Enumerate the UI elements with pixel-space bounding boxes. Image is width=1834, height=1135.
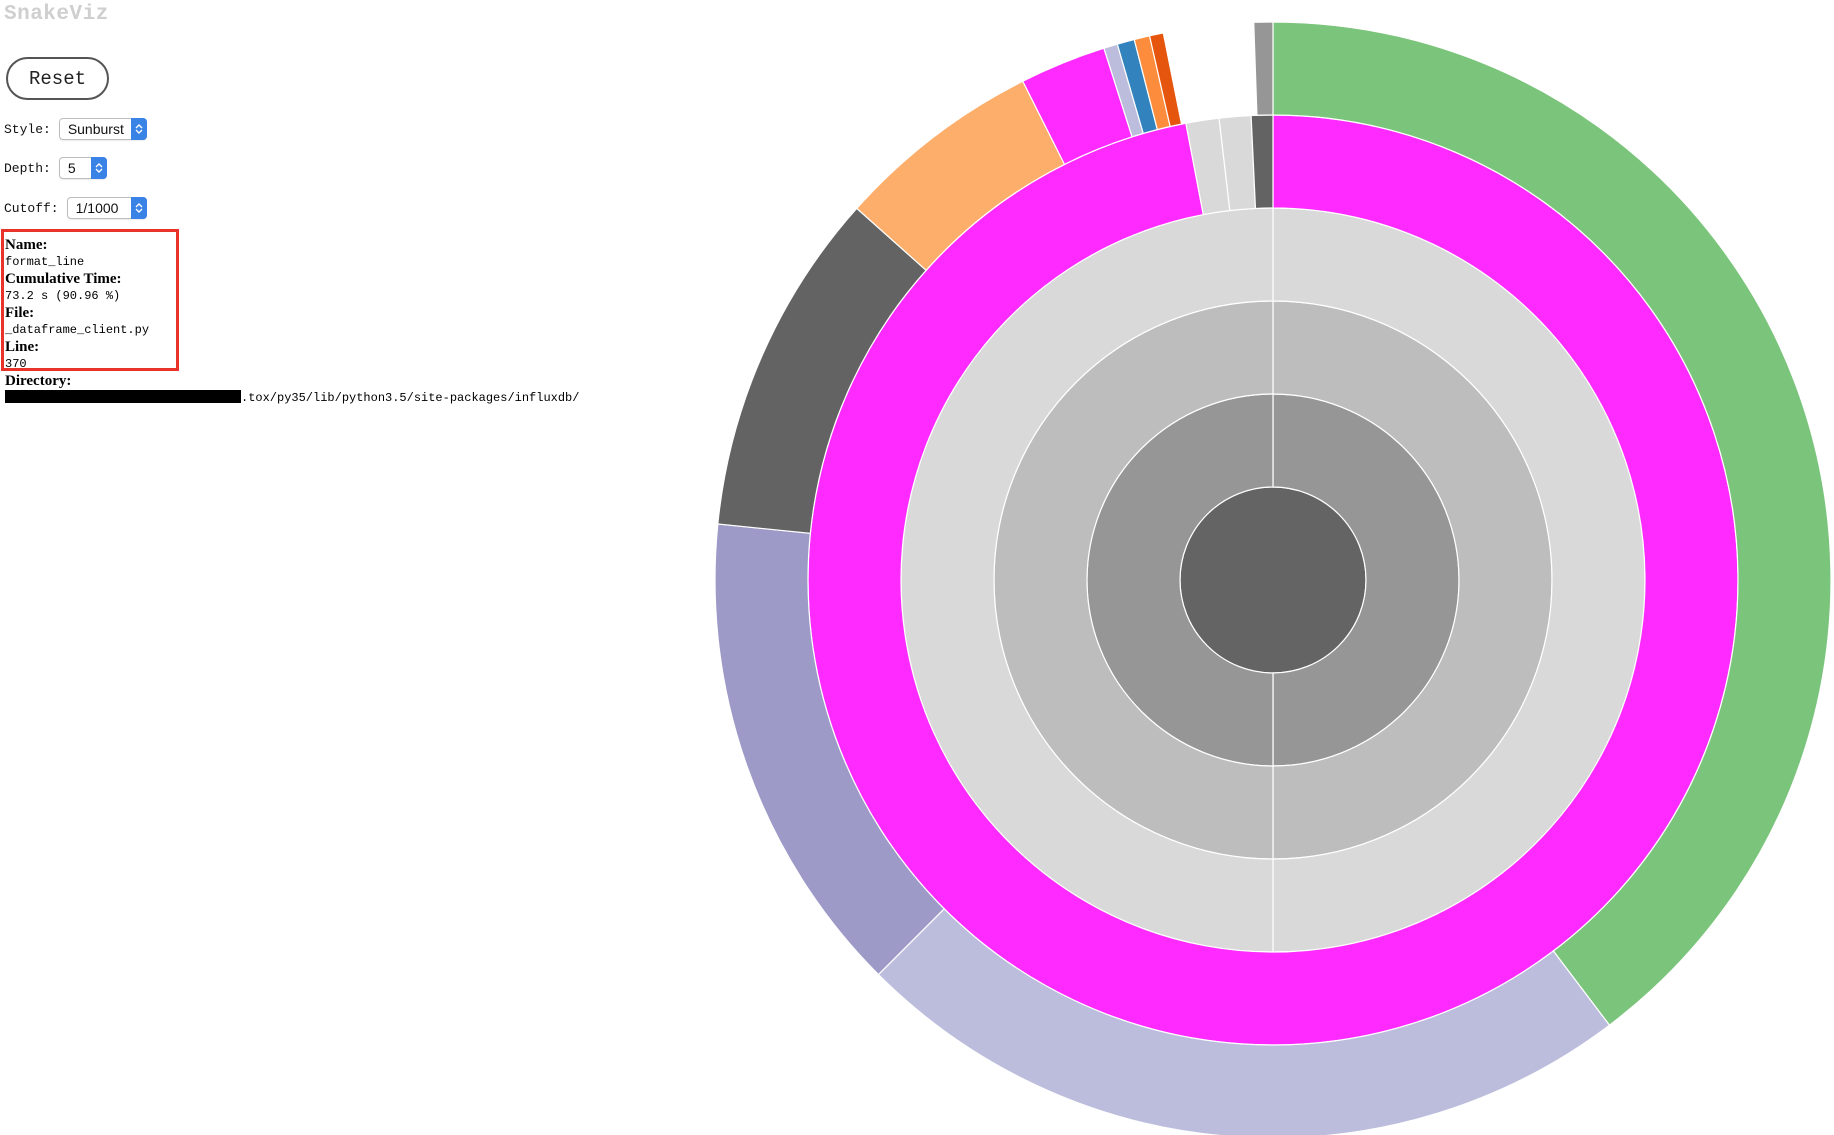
cutoff-select-value: 1/1000: [75, 200, 119, 216]
style-select[interactable]: Sunburst: [58, 118, 147, 140]
depth-select-value: 5: [67, 160, 76, 176]
cutoff-control: Cutoff: 1/1000: [4, 197, 147, 219]
cutoff-select[interactable]: 1/1000: [66, 197, 147, 219]
name-label: Name:: [5, 237, 48, 253]
reset-button[interactable]: Reset: [6, 57, 109, 100]
select-arrows-icon: [130, 118, 147, 140]
line-value: 370: [5, 357, 27, 371]
redacted-path: [5, 390, 241, 403]
line-label: Line:: [5, 339, 40, 355]
file-value: _dataframe_client.py: [5, 323, 150, 337]
style-select-value: Sunburst: [67, 121, 124, 137]
sunburst-arc-d5-11[interactable]: [1253, 21, 1274, 116]
sunburst-arc-d4-3[interactable]: [1250, 114, 1274, 210]
app-title: SnakeViz: [4, 3, 109, 26]
file-label: File:: [5, 305, 35, 321]
select-arrows-icon: [90, 157, 107, 179]
depth-select[interactable]: 5: [58, 157, 107, 179]
cumtime-label: Cumulative Time:: [5, 271, 122, 287]
directory-value: .tox/py35/lib/python3.5/site-packages/in…: [241, 391, 580, 405]
cumtime-value: 73.2 s (90.96 %): [5, 289, 121, 303]
sunburst-arc-d5-9[interactable]: [1148, 32, 1183, 128]
cutoff-label: Cutoff:: [4, 200, 59, 216]
highlight-box: [1, 229, 179, 371]
sunburst-arc-d5-0[interactable]: [1272, 21, 1832, 1027]
sunburst-arc-d0-0[interactable]: [1179, 486, 1367, 674]
depth-label: Depth:: [4, 160, 51, 176]
directory-value-row: .tox/py35/lib/python3.5/site-packages/in…: [5, 390, 579, 407]
select-arrows-icon: [130, 197, 147, 219]
depth-control: Depth: 5: [4, 157, 107, 179]
style-control: Style: Sunburst: [4, 118, 147, 140]
directory-label: Directory:: [5, 373, 72, 389]
style-label: Style:: [4, 121, 51, 137]
info-panel: Name: format_line Cumulative Time: 73.2 …: [5, 237, 579, 407]
name-value: format_line: [5, 255, 85, 269]
